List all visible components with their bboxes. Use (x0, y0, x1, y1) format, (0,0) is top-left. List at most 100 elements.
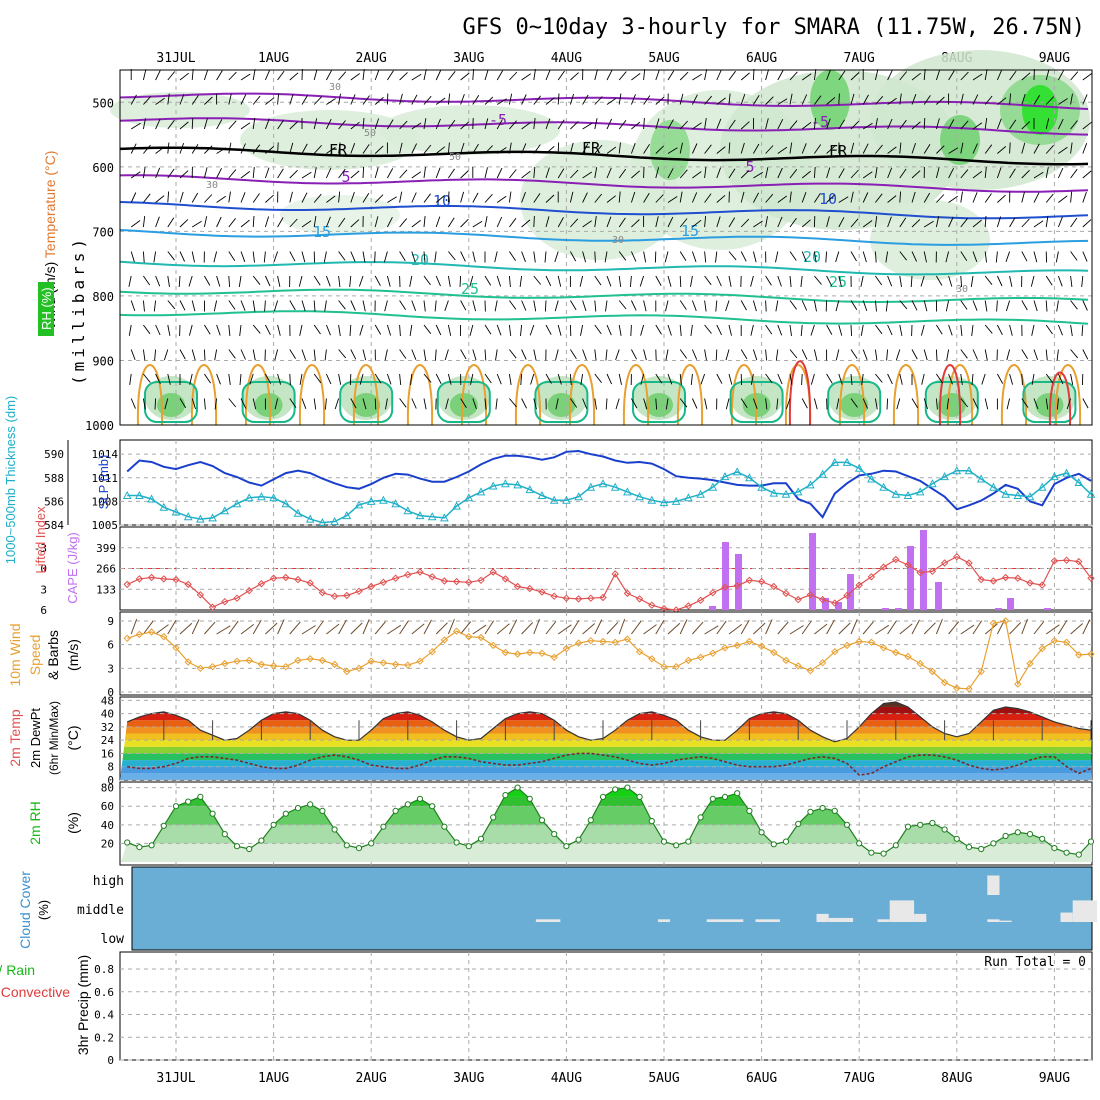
wind-barb (362, 300, 366, 312)
rh-marker (868, 849, 875, 856)
wind-barb (594, 216, 597, 228)
wind-barb (862, 349, 868, 360)
wind-barb (618, 191, 621, 203)
wind-barb (997, 146, 1007, 154)
wind-barb (1033, 171, 1044, 179)
cape-tick-label: 399 (96, 542, 116, 555)
wind-barb (252, 398, 257, 410)
li-marker (1075, 557, 1083, 566)
wind-barb (1070, 191, 1073, 203)
wind-barb (984, 623, 998, 635)
wind-barb (399, 72, 408, 81)
thickness-marker (769, 488, 779, 497)
wind-barb (411, 220, 421, 228)
wind-barb (777, 216, 783, 228)
wind-barb (521, 143, 527, 154)
wind-barb (252, 144, 261, 154)
li-marker (1038, 581, 1046, 589)
wind-barb (349, 275, 352, 287)
rh-marker (734, 790, 741, 797)
wind-barb (667, 70, 675, 81)
wind-barb (545, 118, 551, 130)
wind-barb (972, 300, 978, 311)
li-marker (1087, 574, 1095, 582)
wind-barb (399, 300, 406, 310)
isotherm-label: 15 (313, 223, 331, 241)
wind-barb (630, 251, 637, 262)
wind-barb (214, 349, 218, 361)
wind-barb (875, 95, 884, 105)
wind-barb (639, 275, 645, 287)
wind-speed-marker (1026, 659, 1034, 668)
wind-barb (374, 373, 382, 384)
wind-barb (765, 216, 768, 228)
wind-barb (289, 191, 293, 203)
wind-barb (423, 398, 427, 410)
wind-barb (643, 624, 657, 635)
wind-barb (946, 349, 950, 361)
temp-tick-label: 0 (107, 774, 114, 787)
wind-barb (179, 622, 193, 635)
wind-speed-marker (721, 644, 729, 652)
li-marker (892, 555, 900, 564)
wind-barb (765, 96, 774, 105)
wind-barb (277, 619, 285, 635)
wind-barb (850, 72, 860, 81)
wind-speed-marker (831, 647, 839, 656)
li-marker (648, 601, 656, 609)
wind-barb (960, 300, 968, 310)
wind-barb (240, 73, 251, 81)
wind-barb (667, 622, 681, 635)
wind-barb (862, 300, 868, 312)
wind-barb (679, 93, 684, 105)
wind-barb (725, 300, 730, 312)
bottom-date-label: 5AUG (648, 1071, 679, 1086)
wind-speed-marker (977, 667, 985, 676)
top-date-label: 31JUL (156, 51, 195, 66)
rh-contour-label: 30 (329, 82, 341, 93)
wind-barb (740, 398, 748, 408)
wind-barb (472, 192, 479, 203)
wind-barb (509, 349, 517, 359)
wind-barb (130, 349, 136, 360)
wind-barb (263, 251, 266, 263)
wind-barb (728, 217, 736, 228)
wind-barb (996, 69, 1003, 81)
cape-ylabel: CAPE (J/kg) (65, 532, 80, 604)
wind-speed-marker (1038, 644, 1046, 653)
wind-barb (887, 146, 897, 154)
wind-barb (313, 144, 322, 154)
wind-barb (1055, 251, 1059, 263)
y-tick-label: 1000 (85, 419, 114, 433)
wind-barb (459, 275, 462, 288)
wind-barb (301, 625, 316, 635)
wind-barb (655, 96, 665, 105)
wind-barb (618, 373, 622, 385)
cape-bar (935, 582, 942, 610)
thickness-marker (281, 499, 291, 508)
wind-barb (800, 324, 803, 337)
wind-barb (399, 218, 408, 228)
wind-barb (874, 69, 879, 81)
wind-barb (313, 324, 321, 335)
cloud-ylabel-unit: (%) (36, 900, 51, 920)
wind-barb (545, 621, 557, 635)
isotherm-line (119, 174, 1089, 193)
wind-barb (1033, 251, 1038, 263)
wind-barb (545, 373, 552, 384)
wind-barb (1082, 170, 1092, 179)
wind-barb (570, 218, 579, 228)
thickness-tick-label: 590 (44, 448, 64, 461)
wind-barb (923, 68, 926, 81)
li-marker (843, 591, 851, 600)
wind-barb (801, 398, 808, 409)
wind-barb (1005, 300, 1011, 312)
wind-barb (826, 324, 833, 335)
wind-barb (679, 398, 688, 408)
li-marker (452, 577, 461, 586)
wind-barb (810, 324, 815, 336)
wind-barb (679, 349, 688, 359)
wind-barb (1033, 349, 1039, 361)
wind-barb (508, 619, 518, 635)
wind-barb (521, 300, 527, 311)
